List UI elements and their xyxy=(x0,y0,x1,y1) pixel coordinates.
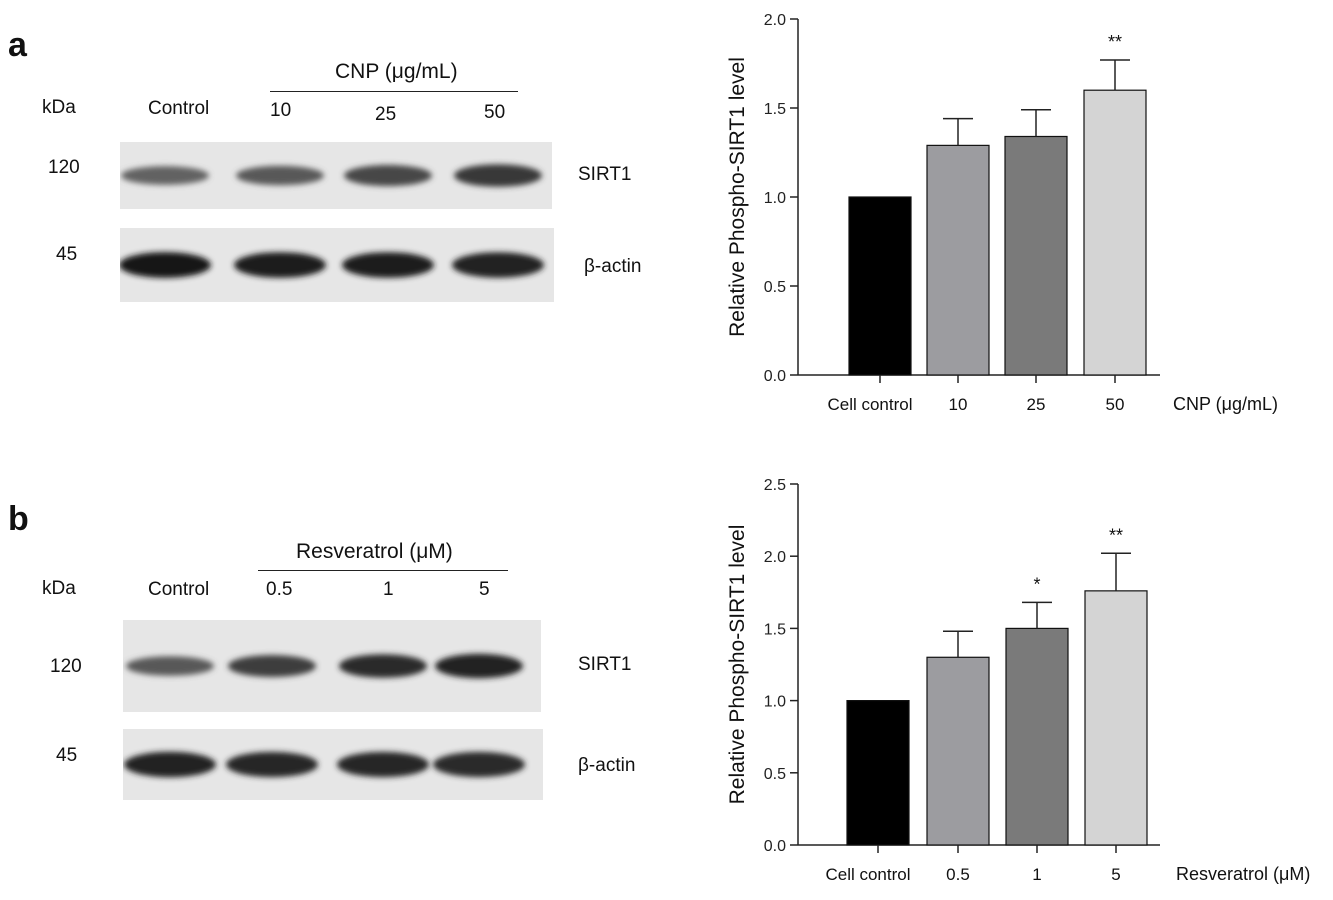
bar-chart-cnp: 0.0 0.5 1.0 1.5 2.0 Relative Phospho-SIRT1 le… xyxy=(726,12,1278,414)
x-axis-label: CNP (μg/mL) xyxy=(1173,394,1278,414)
blot-band xyxy=(339,654,427,678)
bar xyxy=(926,656,990,846)
x-tick-label: 50 xyxy=(1106,395,1125,414)
panel-letter-a: a xyxy=(8,26,27,64)
band-label-b-actin: β-actin xyxy=(578,755,636,776)
blot-band xyxy=(124,751,216,778)
blot-band xyxy=(228,655,316,677)
marker-label-b-sirt1: 120 xyxy=(50,656,82,677)
bar xyxy=(1083,89,1147,376)
y-tick-label: 1.5 xyxy=(764,621,786,638)
x-tick-label: Cell control xyxy=(825,865,910,884)
lane-label-b-2: 1 xyxy=(383,579,394,600)
y-tick-label: 2.0 xyxy=(764,549,786,566)
lane-label-b-0: Control xyxy=(148,579,210,600)
bar xyxy=(1005,627,1069,846)
blot-band xyxy=(126,656,214,676)
x-tick-label: Cell control xyxy=(827,395,912,414)
blot-band xyxy=(226,751,318,778)
bar xyxy=(846,700,910,846)
blot-band xyxy=(454,164,542,187)
marker-label-a-actin: 45 xyxy=(56,244,78,265)
band-label-a-actin: β-actin xyxy=(584,256,642,277)
lane-label-b-1: 0.5 xyxy=(266,579,293,600)
treatment-header-a: CNP (μg/mL) xyxy=(335,60,458,83)
y-tick-label: 0.0 xyxy=(764,368,786,385)
y-tick-label: 1.0 xyxy=(764,694,786,711)
blot-b-actin xyxy=(123,729,543,800)
lane-label-a-2: 25 xyxy=(375,104,397,125)
blot-b-sirt1 xyxy=(123,620,541,712)
lane-label-a-1: 10 xyxy=(270,100,292,121)
lane-label-b-3: 5 xyxy=(479,579,490,600)
band-label-a-sirt1: SIRT1 xyxy=(578,164,632,185)
y-tick-label: 0.5 xyxy=(764,766,786,783)
blot-band xyxy=(433,751,525,778)
x-tick-label: 1 xyxy=(1032,865,1041,884)
blot-a-sirt1 xyxy=(120,142,552,209)
significance-marker: ** xyxy=(1109,525,1123,545)
y-tick-label: 2.0 xyxy=(764,12,786,29)
y-tick-label: 2.5 xyxy=(764,477,786,494)
y-tick-label: 1.0 xyxy=(764,190,786,207)
y-axis-label: Relative Phospho-SIRT1 level xyxy=(726,57,749,337)
bar xyxy=(926,144,990,376)
blot-band xyxy=(337,751,429,778)
blot-band xyxy=(344,164,432,187)
bar xyxy=(848,196,912,376)
marker-label-a-sirt1: 120 xyxy=(48,157,80,178)
treatment-header-b: Resveratrol (μM) xyxy=(296,540,453,563)
y-tick-label: 0.0 xyxy=(764,838,786,855)
x-tick-label: 5 xyxy=(1111,865,1120,884)
lane-label-a-3: 50 xyxy=(484,102,506,123)
blot-a-actin xyxy=(120,228,554,302)
treatment-bracket-b xyxy=(258,570,508,571)
blot-band xyxy=(120,252,211,278)
lane-label-a-0: Control xyxy=(148,98,210,119)
panel-letter-b: b xyxy=(8,500,29,538)
blot-band xyxy=(342,252,434,278)
bar xyxy=(1004,135,1068,376)
x-tick-label: 10 xyxy=(949,395,968,414)
y-axis-label: Relative Phospho-SIRT1 level xyxy=(726,525,749,805)
significance-marker: * xyxy=(1033,574,1040,594)
blot-band xyxy=(435,653,523,679)
bar xyxy=(1084,590,1148,846)
kda-label-b: kDa xyxy=(42,578,76,599)
x-axis-label: Resveratrol (μM) xyxy=(1176,864,1310,884)
kda-label-a: kDa xyxy=(42,97,76,118)
blot-band xyxy=(121,166,209,185)
band-label-b-sirt1: SIRT1 xyxy=(578,654,632,675)
x-tick-label: 25 xyxy=(1027,395,1046,414)
blot-band xyxy=(452,252,544,278)
y-tick-label: 1.5 xyxy=(764,101,786,118)
marker-label-b-actin: 45 xyxy=(56,745,78,766)
blot-band xyxy=(236,165,324,186)
bar-chart-resveratrol: 0.0 0.5 1.0 1.5 2.0 2.5 Relative Phospho-SIRT1… xyxy=(726,477,1310,884)
x-tick-label: 0.5 xyxy=(946,865,970,884)
treatment-bracket-a xyxy=(270,91,518,92)
blot-band xyxy=(234,252,326,278)
y-tick-label: 0.5 xyxy=(764,279,786,296)
significance-marker: ** xyxy=(1108,32,1122,52)
